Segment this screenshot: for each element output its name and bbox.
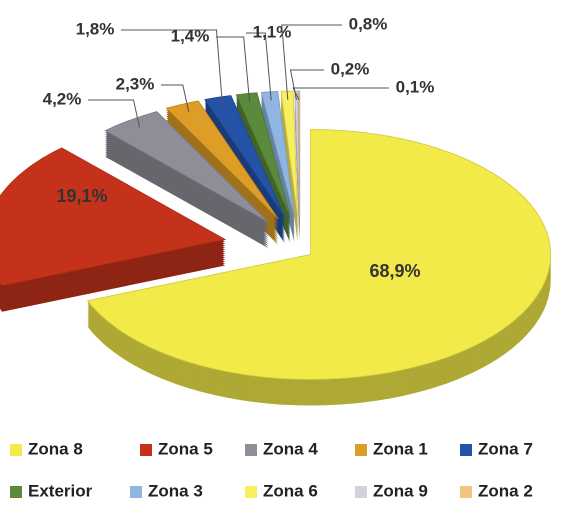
legend-swatch: [355, 444, 367, 456]
slice: [204, 95, 286, 218]
legend-label: Zona 5: [158, 439, 213, 458]
leader-line: [289, 69, 324, 100]
legend-swatch: [10, 444, 22, 456]
legend-label: Zona 2: [478, 481, 533, 500]
legend-swatch: [10, 486, 22, 498]
data-label: 1,8%: [76, 19, 115, 38]
data-label: 0,1%: [396, 77, 435, 96]
slice: [0, 147, 227, 287]
legend-label: Exterior: [28, 481, 93, 500]
legend-label: Zona 3: [148, 481, 203, 500]
slice: [86, 129, 551, 380]
legend-swatch: [355, 486, 367, 498]
slice-side: [294, 113, 300, 239]
legend-swatch: [130, 486, 142, 498]
legend-swatch: [245, 444, 257, 456]
slice: [260, 91, 295, 217]
legend-swatch: [140, 444, 152, 456]
legend-label: Zona 1: [373, 439, 428, 458]
slice: [235, 92, 291, 217]
slice-side: [261, 95, 295, 221]
legend-swatch: [460, 444, 472, 456]
leader-line: [121, 29, 223, 106]
slice-side: [294, 115, 300, 241]
slice-side: [261, 103, 295, 229]
legend-label: Zona 4: [263, 439, 318, 458]
legend-label: Zona 8: [28, 439, 83, 458]
data-label: 0,8%: [349, 14, 388, 33]
leader-line: [88, 99, 140, 128]
slice-side: [294, 117, 300, 243]
slice-side: [236, 100, 291, 225]
slice-side: [294, 109, 300, 235]
legend-label: Zona 9: [373, 481, 428, 500]
slice-side: [261, 97, 295, 223]
slice-side: [294, 111, 300, 237]
slice-side: [236, 98, 291, 223]
slice-side: [236, 102, 291, 227]
slice-side: [236, 104, 291, 229]
data-label: 2,3%: [116, 74, 155, 93]
data-label: 68,9%: [369, 261, 420, 281]
data-label: 4,2%: [43, 89, 82, 108]
legend-label: Zona 7: [478, 439, 533, 458]
data-label: 0,2%: [331, 59, 370, 78]
slice-side: [261, 99, 295, 225]
slice-side: [294, 103, 300, 229]
leader-line: [281, 24, 342, 100]
slice-side: [261, 101, 295, 227]
slice-side: [261, 105, 295, 231]
data-label: 1,4%: [171, 26, 210, 45]
leader-line: [161, 84, 190, 113]
slice: [104, 111, 269, 223]
slice-side: [236, 96, 291, 221]
data-label: 19,1%: [56, 186, 107, 206]
slice: [297, 90, 301, 217]
leader-line: [216, 36, 251, 103]
slice-side: [294, 107, 300, 233]
legend-swatch: [245, 486, 257, 498]
legend-swatch: [460, 486, 472, 498]
slice-side: [294, 105, 300, 231]
slice: [294, 90, 300, 217]
legend-label: Zona 6: [263, 481, 318, 500]
slice: [165, 100, 279, 220]
leader-line: [292, 87, 389, 101]
leader-line: [246, 32, 272, 101]
